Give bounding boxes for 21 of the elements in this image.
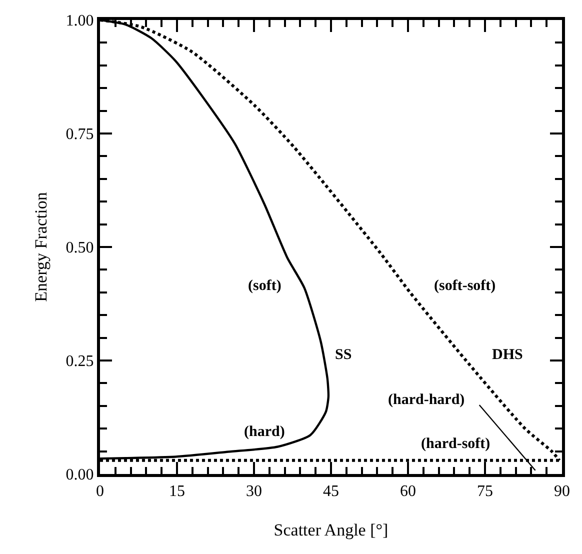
- x-tick-label: 30: [246, 483, 262, 500]
- annotation: DHS: [492, 347, 523, 363]
- y-tick-label: 1.00: [66, 12, 94, 30]
- y-tick-label: 0.25: [66, 353, 94, 370]
- x-tick-label: 0: [96, 483, 104, 500]
- x-tick-label: 90: [554, 483, 570, 500]
- annotation: (hard): [244, 424, 285, 440]
- annotation: (hard-soft): [421, 436, 490, 452]
- annotation: SS: [335, 347, 352, 363]
- y-tick-label: 0.50: [66, 240, 94, 257]
- x-tick-label: 60: [400, 483, 416, 500]
- x-tick-label: 45: [323, 483, 339, 500]
- x-axis-title: Scatter Angle [°]: [274, 520, 388, 540]
- x-tick-label: 75: [477, 483, 493, 500]
- annotation: (hard-hard): [388, 392, 465, 408]
- y-tick-label: 0.75: [66, 126, 94, 144]
- x-tick-label: 15: [169, 483, 185, 500]
- y-tick-label: 0.00: [66, 466, 94, 484]
- annotation: (soft-soft): [434, 278, 496, 294]
- annotation: (soft): [248, 278, 282, 294]
- y-axis-title: Energy Fraction: [31, 192, 50, 302]
